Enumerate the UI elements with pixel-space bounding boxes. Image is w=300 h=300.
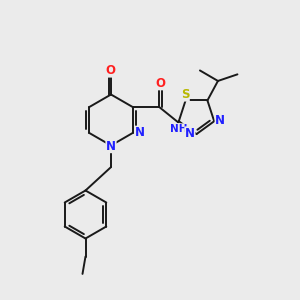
Text: N: N <box>106 140 116 153</box>
Text: O: O <box>155 77 165 90</box>
Text: N: N <box>135 126 145 139</box>
Text: N: N <box>185 127 195 140</box>
Text: NH: NH <box>170 124 188 134</box>
Text: N: N <box>215 114 225 127</box>
Text: S: S <box>181 88 189 101</box>
Text: O: O <box>105 64 116 77</box>
